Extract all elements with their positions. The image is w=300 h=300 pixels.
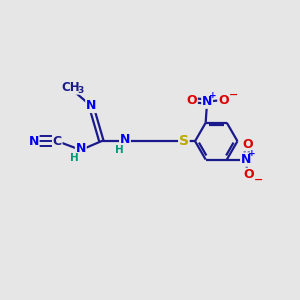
Text: N: N	[241, 153, 251, 166]
Text: N: N	[120, 133, 130, 146]
Text: −: −	[254, 175, 263, 185]
Text: CH: CH	[61, 81, 80, 94]
Text: O: O	[244, 168, 254, 181]
Text: −: −	[228, 90, 238, 100]
Text: C: C	[53, 135, 62, 148]
Text: +: +	[209, 91, 217, 100]
Text: N: N	[28, 135, 39, 148]
Text: O: O	[187, 94, 197, 106]
Text: +: +	[248, 148, 256, 158]
Text: N: N	[202, 95, 212, 108]
Text: H: H	[70, 153, 79, 163]
Text: 3: 3	[78, 86, 84, 95]
Text: N: N	[76, 142, 86, 155]
Text: O: O	[242, 138, 253, 151]
Text: H: H	[115, 145, 124, 155]
Text: O: O	[218, 94, 229, 106]
Text: S: S	[179, 134, 189, 148]
Text: N: N	[86, 99, 96, 112]
